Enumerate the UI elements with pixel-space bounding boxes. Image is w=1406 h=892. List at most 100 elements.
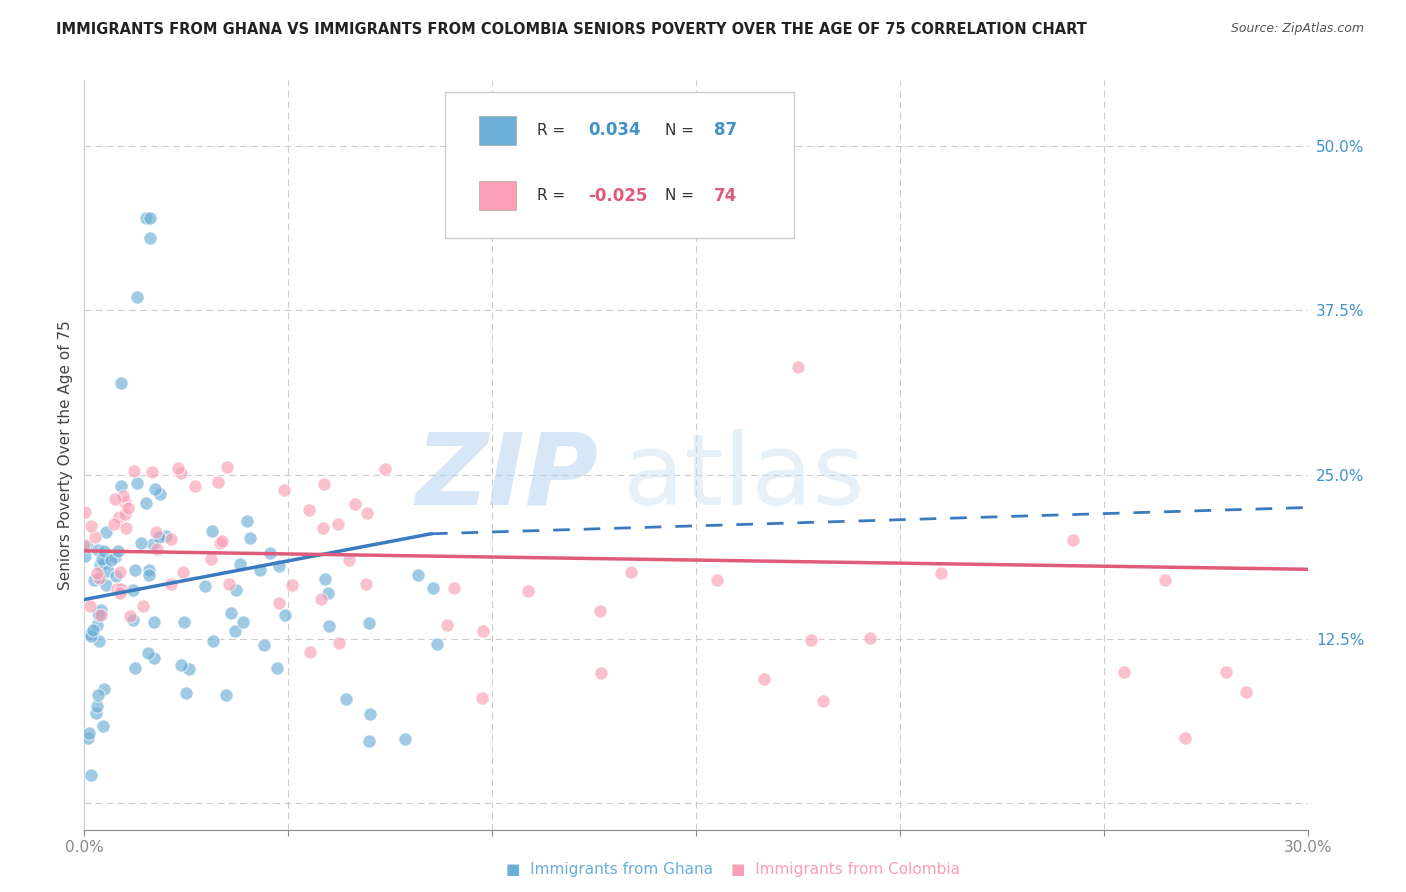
Point (173, 615, 195, 629)
Point (86, 699, 108, 714)
Point (225, 583, 247, 598)
Y-axis label: Seniors Poverty Over the Age of 75: Seniors Poverty Over the Age of 75 (58, 320, 73, 590)
Point (160, 533, 183, 547)
Point (90, 603, 112, 617)
Point (82, 624, 104, 638)
Text: ZIP: ZIP (415, 429, 598, 526)
Point (406, 568, 429, 582)
Point (253, 638, 276, 652)
Point (436, 618, 458, 632)
Point (143, 482, 166, 496)
Point (76, 539, 98, 553)
Point (146, 542, 169, 557)
Point (229, 557, 252, 571)
Point (211, 534, 233, 549)
Text: ■  Immigrants from Colombia: ■ Immigrants from Colombia (731, 863, 960, 877)
Point (108, 586, 131, 600)
Point (1114, 665, 1136, 679)
Point (1215, 665, 1237, 679)
Point (239, 532, 262, 546)
Point (232, 615, 254, 630)
Point (132, 599, 155, 613)
Text: R =: R = (537, 123, 569, 137)
Point (138, 568, 160, 582)
Point (77, 731, 100, 745)
Point (298, 503, 321, 517)
Point (110, 479, 132, 493)
Point (117, 501, 139, 516)
Point (422, 581, 444, 595)
Point (208, 536, 231, 550)
Point (104, 491, 127, 506)
Point (273, 483, 295, 497)
Point (89, 570, 111, 584)
Point (193, 579, 215, 593)
Text: IMMIGRANTS FROM GHANA VS IMMIGRANTS FROM COLOMBIA SENIORS POVERTY OVER THE AGE O: IMMIGRANTS FROM GHANA VS IMMIGRANTS FROM… (56, 22, 1087, 37)
Point (96, 577, 118, 591)
Point (1174, 731, 1197, 745)
Point (215, 460, 238, 475)
Point (176, 685, 198, 699)
Point (122, 464, 145, 478)
Point (224, 624, 246, 638)
Point (143, 650, 166, 665)
Point (357, 616, 380, 631)
Point (266, 661, 288, 675)
Point (136, 646, 159, 660)
Point (87, 607, 110, 622)
Point (620, 566, 643, 580)
Point (100, 553, 122, 567)
Point (129, 536, 152, 550)
Point (135, 496, 157, 510)
Point (318, 619, 340, 633)
Point (344, 497, 367, 511)
Point (337, 553, 360, 567)
Point (138, 211, 160, 226)
Point (811, 694, 834, 708)
Point (1236, 684, 1258, 698)
Point (269, 595, 291, 609)
Text: atlas: atlas (623, 429, 865, 526)
Point (122, 582, 145, 597)
Point (218, 577, 240, 591)
Point (219, 606, 242, 620)
Point (104, 569, 127, 583)
Point (115, 521, 138, 535)
Point (93, 544, 115, 558)
Point (335, 692, 357, 706)
Point (86, 688, 108, 702)
Point (73, 549, 96, 563)
Text: N =: N = (665, 123, 699, 137)
Point (91, 719, 114, 733)
Point (73, 505, 96, 519)
Point (87, 571, 110, 585)
Point (124, 563, 146, 577)
Point (83, 573, 105, 587)
Point (170, 658, 193, 673)
Point (84, 706, 107, 721)
Point (374, 462, 396, 476)
Point (86, 606, 108, 620)
Point (207, 475, 229, 489)
Point (359, 707, 381, 722)
Point (215, 689, 238, 703)
Point (280, 578, 302, 592)
Point (249, 563, 271, 577)
Point (107, 543, 129, 558)
Point (120, 608, 142, 623)
Point (135, 211, 157, 226)
Point (177, 662, 200, 676)
Point (114, 495, 136, 509)
Point (148, 530, 170, 544)
Point (183, 479, 205, 493)
Point (443, 581, 465, 595)
Point (104, 550, 127, 565)
Point (77, 726, 100, 740)
Point (316, 586, 339, 600)
Point (200, 552, 222, 566)
Point (80, 630, 103, 644)
Text: 74: 74 (714, 186, 738, 205)
Point (90, 607, 112, 622)
Point (80, 767, 103, 781)
Point (787, 359, 810, 374)
